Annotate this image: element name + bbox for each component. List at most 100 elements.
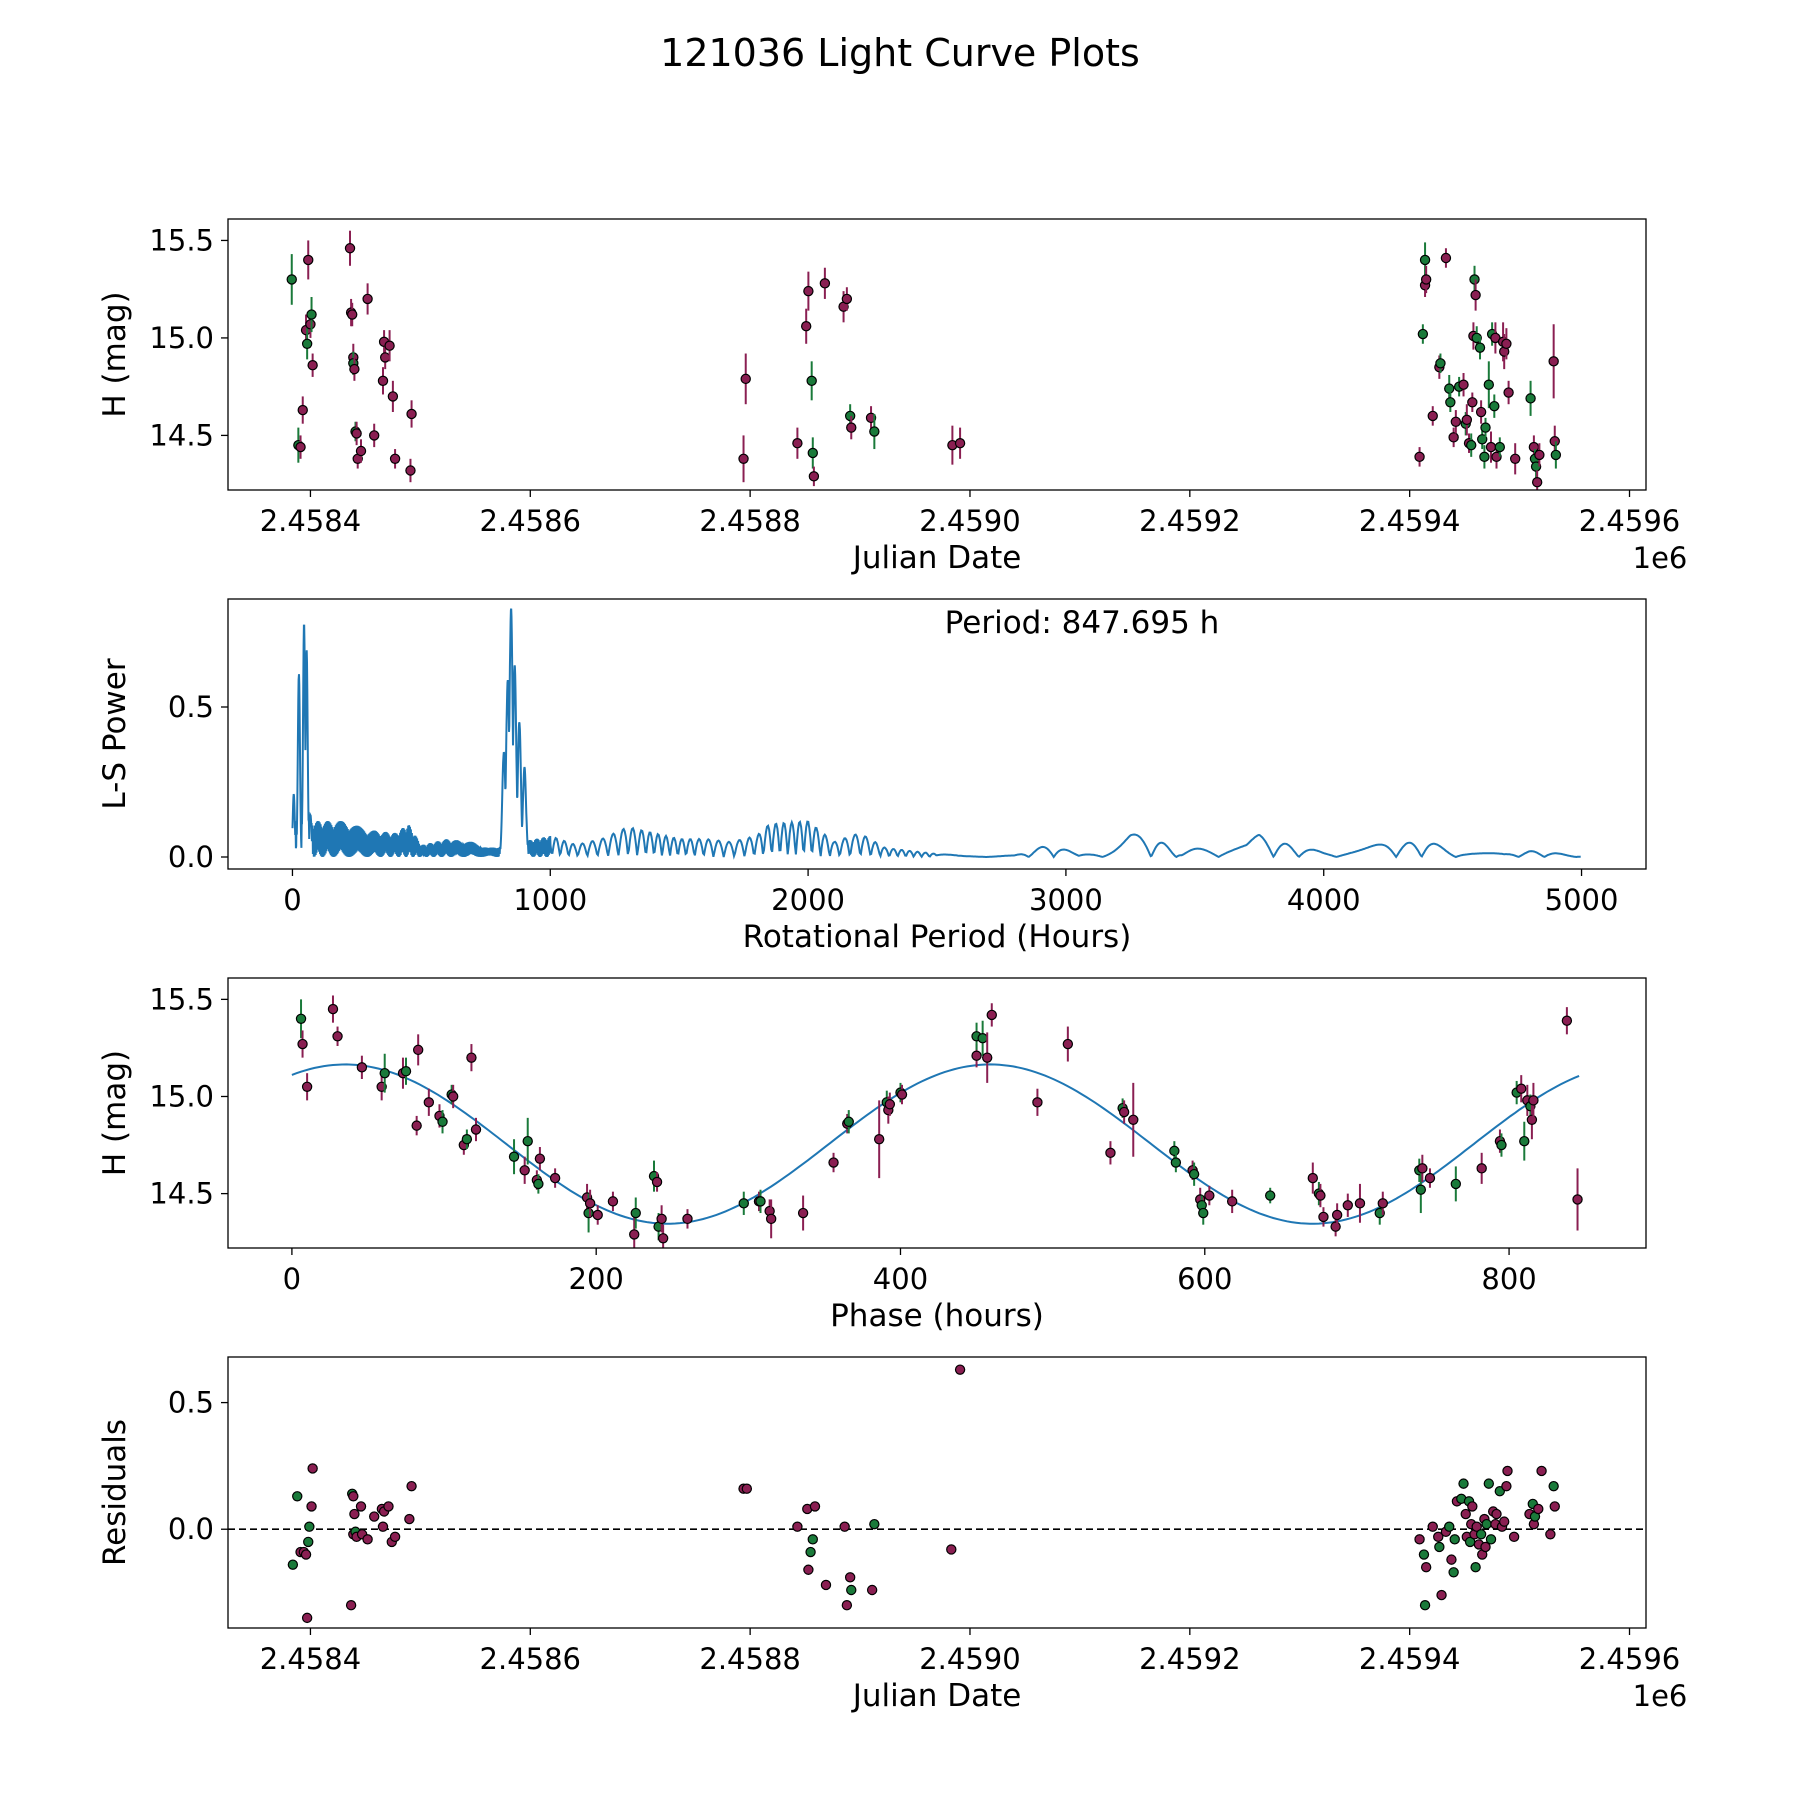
data-point	[295, 1013, 307, 1024]
data-point	[819, 278, 831, 289]
data-point	[327, 1003, 339, 1015]
data-point	[1528, 1095, 1539, 1106]
data-point	[306, 1501, 317, 1512]
data-point	[844, 1572, 856, 1583]
axes-frame	[227, 977, 1647, 1249]
data-point	[466, 1052, 477, 1063]
data-point	[592, 1209, 603, 1221]
data-point	[355, 1501, 367, 1512]
data-point	[1494, 441, 1506, 453]
data-point	[1519, 1135, 1530, 1147]
data-point	[1483, 1478, 1495, 1489]
data-point	[404, 1513, 415, 1525]
x-tick-label: 1000	[513, 883, 587, 917]
data-point	[1536, 1465, 1547, 1477]
y-tick-label: 15.0	[149, 321, 214, 355]
data-point	[1549, 1501, 1560, 1512]
data-point	[368, 430, 380, 441]
data-point	[406, 408, 417, 420]
x-tick-label: 2.4588	[699, 504, 800, 538]
residuals-panel: 2.4584 2.4586 2.4588 2.4590 2.4592 2.4594 2.45…	[97, 1356, 1687, 1714]
data-point	[584, 1198, 596, 1209]
data-point	[843, 1116, 854, 1127]
data-point	[1377, 1198, 1388, 1209]
data-point	[738, 1198, 749, 1209]
data-point	[971, 1050, 982, 1061]
data-point	[1440, 252, 1452, 264]
data-point	[1419, 1600, 1431, 1611]
data-point	[384, 340, 395, 351]
data-point	[1549, 436, 1560, 447]
period-annotation: Period: 847.695 h	[945, 605, 1220, 641]
data-point	[869, 1518, 880, 1530]
data-point	[651, 1176, 663, 1188]
data-point	[389, 453, 401, 465]
data-point	[383, 1501, 394, 1512]
x-tick-label: 2.4592	[1139, 504, 1240, 538]
y-tick-label: 14.5	[149, 418, 214, 452]
data-point	[522, 1135, 533, 1147]
data-point	[297, 1038, 308, 1050]
data-point	[800, 321, 812, 332]
data-point	[1531, 477, 1543, 488]
data-point	[1444, 1521, 1455, 1532]
data-point	[1424, 1172, 1436, 1184]
model-curve	[291, 1063, 1580, 1225]
x-tick-label: 2.4588	[699, 1642, 800, 1676]
data-point	[344, 243, 356, 254]
data-point	[1448, 432, 1459, 443]
data-point	[1330, 1221, 1341, 1232]
axes-frame	[227, 218, 1647, 491]
data-point	[629, 1229, 640, 1240]
data-point	[873, 1134, 885, 1145]
data-point	[844, 410, 856, 422]
x-tick-label: 800	[1481, 1262, 1536, 1296]
data-point	[1501, 1480, 1512, 1492]
data-point	[738, 453, 749, 465]
data-point	[1548, 356, 1559, 367]
x-tick-label: 2.4586	[480, 504, 581, 538]
data-point	[1307, 1172, 1319, 1184]
data-point	[841, 1600, 853, 1611]
data-point	[1449, 1534, 1460, 1545]
data-point	[1446, 1554, 1457, 1565]
data-point	[295, 441, 306, 453]
data-point	[841, 293, 853, 305]
data-point	[1489, 400, 1500, 412]
data-point	[508, 1151, 520, 1162]
data-point	[1458, 1478, 1469, 1489]
data-point	[1485, 441, 1497, 453]
x-tick-label: 3000	[1029, 883, 1103, 917]
y-axis-label: H (mag)	[97, 291, 133, 417]
data-point	[362, 1534, 373, 1545]
data-point	[986, 1009, 997, 1021]
data-point	[797, 1207, 809, 1219]
data-point	[411, 1120, 422, 1131]
data-point	[387, 391, 399, 402]
figure-title: 121036 Light Curve Plots	[660, 31, 1140, 75]
x-tick-label: 2.4594	[1359, 504, 1460, 538]
data-point	[1481, 1518, 1492, 1530]
y-tick-label: 14.5	[149, 1177, 214, 1211]
x-tick-label: 4000	[1287, 883, 1361, 917]
x-offset-label: 1e6	[1633, 541, 1688, 575]
data-point	[1550, 449, 1562, 461]
data-point	[305, 319, 316, 330]
data-point	[303, 1536, 314, 1548]
data-point	[1491, 1508, 1502, 1520]
data-point	[1435, 358, 1446, 369]
x-axis-label: Julian Date	[851, 1678, 1022, 1714]
data-point	[1502, 1465, 1513, 1477]
data-point	[805, 1546, 816, 1558]
data-point	[307, 1463, 318, 1474]
data-point	[1458, 379, 1469, 390]
data-point	[1264, 1190, 1276, 1201]
data-point	[349, 363, 360, 375]
data-point	[846, 1584, 857, 1596]
axes-frame	[227, 598, 1647, 870]
data-point	[533, 1178, 544, 1190]
data-point	[400, 1066, 412, 1077]
data-point	[377, 1521, 389, 1532]
y-tick-label: 0.0	[168, 840, 214, 874]
data-point	[1516, 1083, 1527, 1094]
